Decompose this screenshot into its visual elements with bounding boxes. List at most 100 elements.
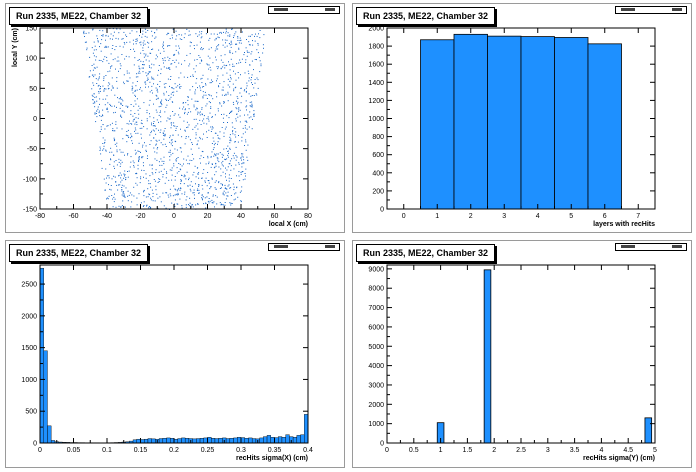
scatter-point	[101, 167, 103, 169]
x-tick-label: 0.2	[169, 447, 179, 454]
scatter-point	[93, 41, 95, 43]
scatter-point	[178, 47, 180, 49]
scatter-point	[201, 150, 203, 152]
scatter-point	[223, 132, 225, 134]
scatter-point	[93, 76, 95, 78]
scatter-point	[222, 165, 224, 167]
scatter-point	[103, 90, 105, 92]
scatter-point	[192, 192, 194, 194]
scatter-point	[230, 178, 232, 179]
scatter-point	[127, 106, 129, 108]
scatter-point	[189, 205, 191, 207]
scatter-point	[143, 102, 145, 104]
scatter-point	[244, 120, 246, 122]
scatter-point	[99, 46, 100, 48]
scatter-point	[198, 185, 200, 187]
scatter-point	[145, 53, 147, 55]
scatter-point	[242, 179, 244, 181]
scatter-point	[200, 78, 202, 80]
scatter-point	[120, 96, 121, 98]
scatter-point	[229, 35, 231, 37]
scatter-point	[198, 172, 200, 174]
scatter-point	[125, 206, 126, 208]
scatter-point	[212, 202, 214, 204]
scatter-point	[179, 107, 181, 109]
scatter-point	[108, 184, 109, 186]
scatter-point	[132, 120, 134, 122]
scatter-point	[173, 114, 175, 116]
scatter-point	[173, 125, 175, 127]
scatter-point	[105, 45, 107, 47]
scatter-point	[105, 35, 107, 37]
x-tick-label: 5	[569, 213, 573, 220]
scatter-point	[162, 43, 164, 45]
scatter-point	[215, 38, 217, 40]
scatter-point	[208, 192, 209, 194]
scatter-point	[230, 40, 232, 42]
scatter-point	[157, 56, 158, 58]
scatter-point	[133, 195, 135, 197]
scatter-point	[159, 81, 161, 82]
x-axis-title: recHits sigma(X) (cm)	[236, 455, 308, 462]
histogram-bar	[199, 438, 204, 444]
y-tick-label: -100	[23, 176, 37, 183]
scatter-point	[222, 184, 223, 186]
scatter-point	[233, 168, 235, 170]
scatter-point	[205, 94, 207, 96]
scatter-point	[211, 178, 213, 180]
histogram-bar	[296, 435, 301, 444]
scatter-point	[192, 204, 193, 206]
scatter-point	[140, 178, 142, 180]
scatter-point	[210, 102, 211, 104]
y-tick-label: 7000	[368, 305, 384, 312]
scatter-point	[100, 128, 102, 130]
scatter-point	[126, 123, 128, 125]
scatter-point	[112, 28, 114, 30]
scatter-point	[127, 80, 129, 82]
scatter-point	[161, 160, 163, 162]
scatter-point	[135, 132, 137, 134]
scatter-point	[246, 55, 248, 57]
scatter-point	[183, 37, 185, 39]
scatter-point	[103, 79, 105, 81]
scatter-point	[110, 189, 112, 191]
scatter-point	[84, 41, 86, 43]
scatter-point	[163, 83, 165, 85]
scatter-point	[134, 89, 136, 91]
scatter-point	[126, 80, 128, 82]
scatter-point	[94, 113, 96, 115]
histogram-bar	[211, 438, 216, 444]
scatter-point	[226, 158, 228, 160]
scatter-point	[178, 114, 180, 116]
scatter-point	[166, 34, 168, 36]
scatter-point	[113, 139, 115, 141]
scatter-point	[243, 159, 245, 161]
scatter-point	[241, 171, 243, 173]
scatter-point	[254, 59, 256, 60]
scatter-point	[181, 205, 183, 207]
scatter-point	[175, 160, 177, 162]
scatter-point	[240, 173, 242, 175]
x-tick-label: 3.5	[570, 447, 580, 454]
scatter-point	[163, 92, 165, 94]
scatter-point	[194, 91, 196, 93]
scatter-point	[213, 201, 215, 203]
scatter-point	[216, 46, 217, 48]
scatter-point	[160, 73, 162, 75]
scatter-point	[116, 106, 117, 108]
scatter-point	[253, 87, 255, 89]
x-axis-title: recHits sigma(Y) (cm)	[583, 455, 655, 462]
scatter-point	[204, 181, 206, 183]
scatter-point	[259, 71, 261, 73]
scatter-point	[251, 82, 252, 84]
histogram-sigma-x: 0 0.05 0.1 0.15 0.2 0.25 0.3 0.35 0.405001000150…	[21, 264, 313, 462]
scatter-point	[106, 177, 107, 179]
scatter-point	[246, 128, 248, 130]
scatter-point	[152, 164, 153, 166]
scatter-point	[135, 103, 137, 105]
scatter-point	[242, 156, 244, 158]
scatter-point	[242, 162, 244, 164]
histogram-bar	[184, 438, 190, 444]
scatter-point	[195, 132, 197, 134]
scatter-point	[251, 77, 252, 78]
